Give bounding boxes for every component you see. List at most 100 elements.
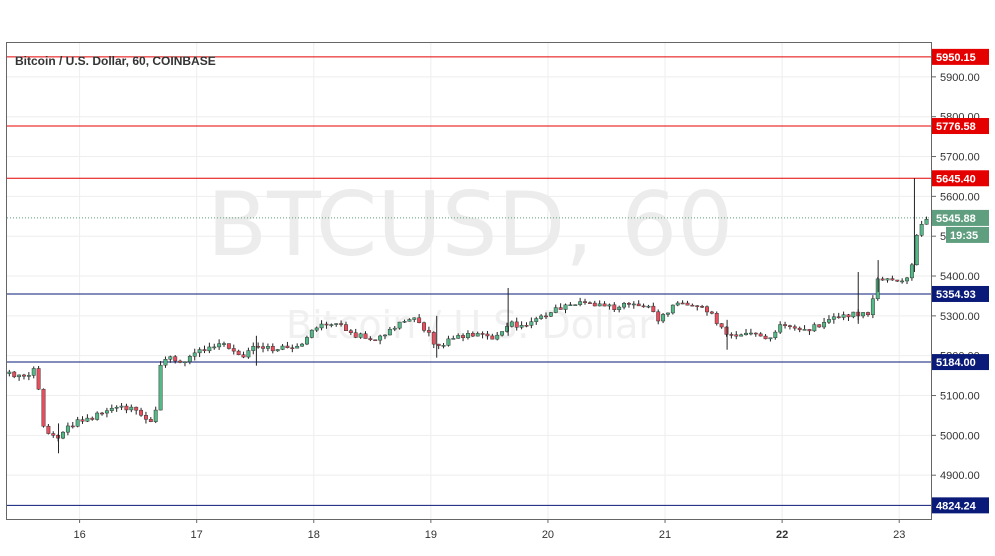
candle-up (675, 302, 680, 306)
candle-up (768, 337, 773, 340)
candle-down (431, 332, 436, 345)
candle-up (309, 329, 314, 338)
candle-up (861, 312, 866, 317)
level-tag-label: 5354.93 (936, 289, 976, 301)
candle-down (241, 354, 246, 358)
countdown-label: 19:35 (950, 230, 978, 242)
candle-up (885, 278, 890, 281)
candle-down (729, 334, 734, 336)
candle-up (197, 349, 202, 354)
candle-up (446, 338, 451, 346)
candle-down (143, 415, 148, 420)
candle-down (490, 335, 495, 340)
candle-down (100, 412, 104, 415)
candle-down (46, 425, 51, 434)
candle-up (65, 425, 70, 433)
level-tag-label: 5645.40 (936, 173, 976, 185)
candle-down (470, 333, 475, 337)
candle-up (924, 218, 929, 225)
candle-up (831, 316, 836, 320)
candle-down (734, 334, 739, 337)
candle-up (407, 319, 412, 322)
level-tag-label: 4824.24 (936, 500, 977, 512)
candle-up (465, 333, 470, 338)
candle-up (539, 315, 544, 319)
y-tick-label: 5600.00 (940, 191, 980, 203)
y-tick-label: 5900.00 (940, 72, 980, 84)
candle-up (451, 338, 456, 340)
candle-down (758, 333, 763, 337)
x-tick-label: 20 (542, 529, 554, 541)
candle-down (680, 302, 685, 305)
candle-up (246, 350, 251, 358)
candle-up (563, 304, 568, 310)
candle-up (383, 334, 387, 337)
candle-up (75, 419, 80, 427)
candle-down (524, 325, 529, 327)
candle-up (778, 324, 783, 333)
candle-up (187, 356, 192, 362)
candle-up (646, 305, 651, 308)
candle-up (568, 304, 573, 307)
candle-up (495, 334, 500, 340)
candle-up (265, 346, 270, 349)
countdown-tag-background (946, 226, 989, 243)
candle-up (748, 332, 753, 335)
candle-up (914, 234, 919, 266)
candle-down (426, 330, 431, 333)
candle-up (109, 407, 114, 411)
candle-down (41, 388, 46, 427)
candle-up (378, 335, 383, 341)
candle-down (348, 330, 353, 333)
candle-up (573, 304, 578, 306)
candle-up (597, 303, 602, 307)
candle-down (231, 348, 236, 352)
candle-down (436, 343, 441, 346)
candle-up (387, 328, 392, 336)
level-tag-label: 5776.58 (936, 121, 976, 133)
candle-down (626, 303, 631, 305)
candle-up (617, 306, 622, 310)
candle-up (475, 333, 480, 337)
candle-down (226, 343, 231, 349)
candle-up (509, 321, 514, 327)
candle-down (148, 419, 153, 422)
candle-down (324, 323, 329, 326)
candle-down (836, 316, 841, 319)
candle-down (587, 302, 592, 304)
x-tick-label: 19 (425, 529, 437, 541)
plot-border (6, 42, 932, 520)
candle-down (373, 339, 378, 342)
candle-up (900, 280, 905, 283)
candle-up (441, 345, 446, 347)
level-tag-background (932, 497, 989, 514)
candle-down (51, 433, 56, 436)
y-tick-label: 4900.00 (940, 470, 980, 482)
level-tag-label: 5950.15 (936, 52, 976, 64)
candle-up (919, 224, 924, 236)
candle-down (612, 304, 617, 310)
candle-up (822, 322, 827, 328)
candle-up (7, 371, 12, 374)
candle-up (275, 349, 280, 352)
candle-up (61, 431, 65, 439)
candle-up (334, 323, 339, 325)
price-axis[interactable]: 4900.005000.005100.005200.005300.005400.… (932, 72, 980, 482)
candle-down (724, 326, 729, 335)
y-tick-label: 5400.00 (940, 271, 980, 283)
candle-down (709, 311, 714, 314)
candle-down (700, 306, 705, 308)
candle-up (534, 318, 539, 322)
candle-up (397, 321, 402, 329)
candle-down (807, 329, 812, 332)
time-axis[interactable]: 16 17 18 19 20 21 22 23 (73, 519, 905, 541)
candle-down (22, 374, 26, 377)
candle-down (139, 409, 144, 416)
x-tick-label: 16 (73, 529, 85, 541)
candle-up (739, 334, 744, 337)
candle-up (104, 410, 109, 414)
candle-up (670, 304, 675, 314)
candle-down (12, 371, 17, 378)
